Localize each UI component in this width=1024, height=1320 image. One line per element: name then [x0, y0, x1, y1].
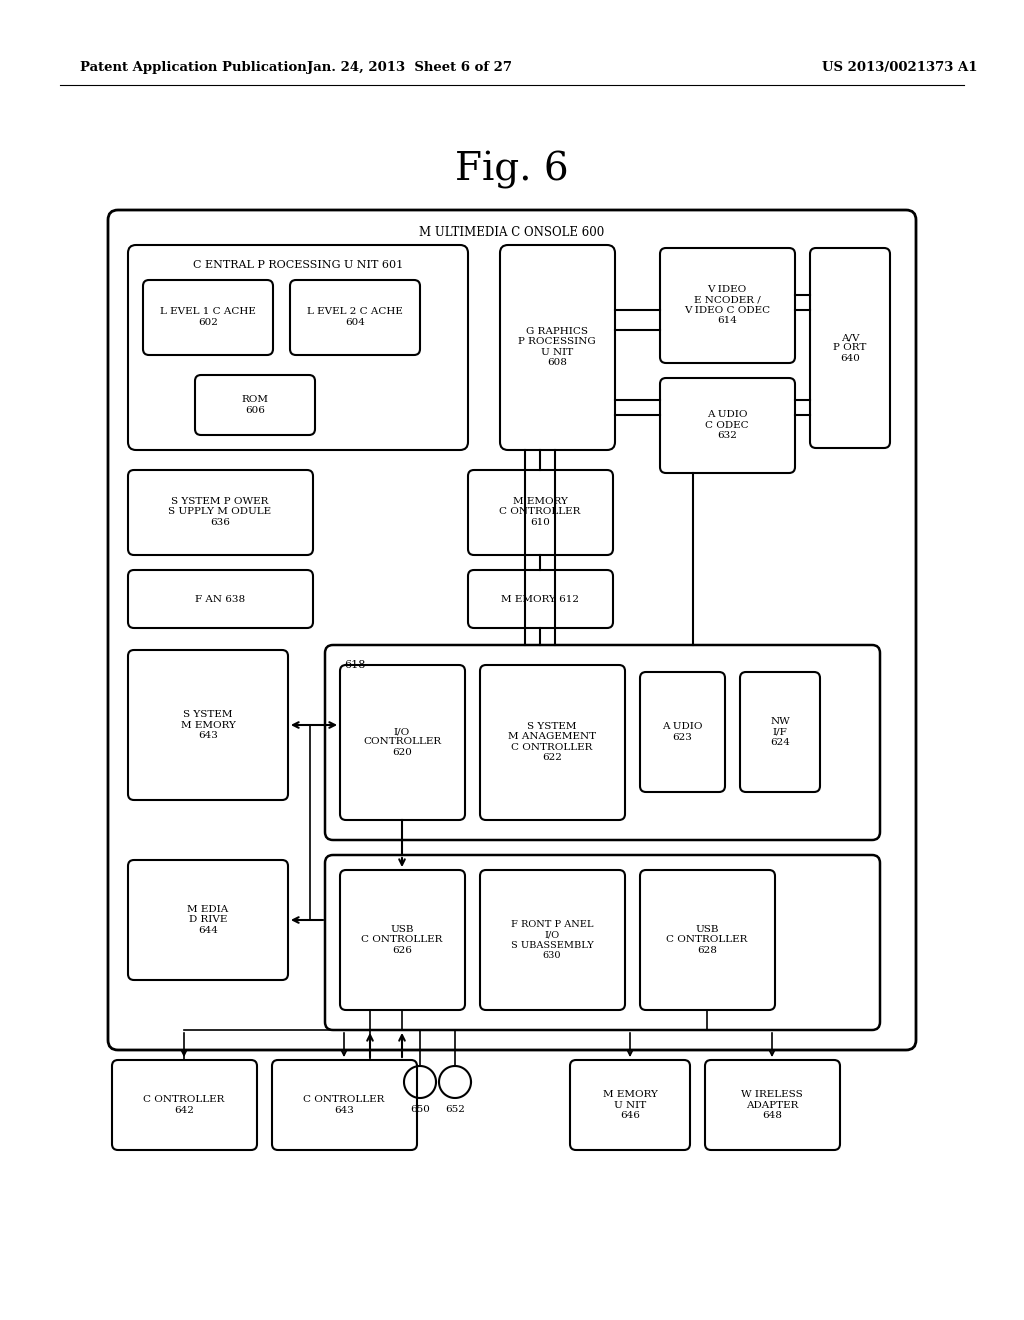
Text: M EMORY
C ONTROLLER
610: M EMORY C ONTROLLER 610 — [500, 498, 581, 527]
FancyBboxPatch shape — [570, 1060, 690, 1150]
Text: M EMORY
U NIT
646: M EMORY U NIT 646 — [602, 1090, 657, 1119]
Text: L EVEL 2 C ACHE
604: L EVEL 2 C ACHE 604 — [307, 308, 402, 327]
FancyBboxPatch shape — [640, 870, 775, 1010]
Text: US 2013/0021373 A1: US 2013/0021373 A1 — [822, 62, 978, 74]
Text: S YSTEM P OWER
S UPPLY M ODULE
636: S YSTEM P OWER S UPPLY M ODULE 636 — [168, 498, 271, 527]
FancyBboxPatch shape — [272, 1060, 417, 1150]
Text: G RAPHICS
P ROCESSING
U NIT
608: G RAPHICS P ROCESSING U NIT 608 — [518, 327, 596, 367]
FancyBboxPatch shape — [290, 280, 420, 355]
FancyBboxPatch shape — [128, 570, 313, 628]
FancyBboxPatch shape — [660, 378, 795, 473]
Text: M ULTIMEDIA C ONSOLE 600: M ULTIMEDIA C ONSOLE 600 — [420, 226, 604, 239]
FancyBboxPatch shape — [468, 570, 613, 628]
Text: A UDIO
623: A UDIO 623 — [662, 722, 702, 742]
Text: 618: 618 — [344, 660, 366, 671]
Text: NW
I/F
624: NW I/F 624 — [770, 717, 790, 747]
FancyBboxPatch shape — [340, 665, 465, 820]
Text: Patent Application Publication: Patent Application Publication — [80, 62, 307, 74]
FancyBboxPatch shape — [480, 870, 625, 1010]
FancyBboxPatch shape — [128, 861, 288, 979]
FancyBboxPatch shape — [705, 1060, 840, 1150]
FancyBboxPatch shape — [340, 870, 465, 1010]
FancyBboxPatch shape — [128, 470, 313, 554]
FancyBboxPatch shape — [128, 246, 468, 450]
Text: Fig. 6: Fig. 6 — [456, 150, 568, 189]
FancyBboxPatch shape — [740, 672, 820, 792]
Text: 650: 650 — [410, 1106, 430, 1114]
FancyBboxPatch shape — [480, 665, 625, 820]
FancyBboxPatch shape — [660, 248, 795, 363]
FancyBboxPatch shape — [128, 649, 288, 800]
Text: L EVEL 1 C ACHE
602: L EVEL 1 C ACHE 602 — [160, 308, 256, 327]
FancyBboxPatch shape — [500, 246, 615, 450]
FancyBboxPatch shape — [640, 672, 725, 792]
Text: C ONTROLLER
642: C ONTROLLER 642 — [143, 1096, 224, 1114]
Text: C ENTRAL P ROCESSING U NIT 601: C ENTRAL P ROCESSING U NIT 601 — [193, 260, 403, 271]
Text: S YSTEM
M ANAGEMENT
C ONTROLLER
622: S YSTEM M ANAGEMENT C ONTROLLER 622 — [508, 722, 596, 762]
FancyBboxPatch shape — [325, 855, 880, 1030]
Text: M EMORY 612: M EMORY 612 — [501, 594, 579, 603]
FancyBboxPatch shape — [325, 645, 880, 840]
Text: Jan. 24, 2013  Sheet 6 of 27: Jan. 24, 2013 Sheet 6 of 27 — [307, 62, 512, 74]
Text: S YSTEM
M EMORY
643: S YSTEM M EMORY 643 — [180, 710, 236, 741]
FancyBboxPatch shape — [143, 280, 273, 355]
FancyBboxPatch shape — [108, 210, 916, 1049]
Text: ROM
606: ROM 606 — [242, 395, 268, 414]
FancyBboxPatch shape — [468, 470, 613, 554]
Text: A/V
P ORT
640: A/V P ORT 640 — [834, 333, 866, 363]
FancyBboxPatch shape — [112, 1060, 257, 1150]
Text: F AN 638: F AN 638 — [195, 594, 245, 603]
FancyBboxPatch shape — [810, 248, 890, 447]
Text: W IRELESS
ADAPTER
648: W IRELESS ADAPTER 648 — [741, 1090, 803, 1119]
FancyBboxPatch shape — [195, 375, 315, 436]
Text: 652: 652 — [445, 1106, 465, 1114]
Text: A UDIO
C ODEC
632: A UDIO C ODEC 632 — [706, 411, 749, 440]
Text: C ONTROLLER
643: C ONTROLLER 643 — [303, 1096, 385, 1114]
Text: USB
C ONTROLLER
626: USB C ONTROLLER 626 — [361, 925, 442, 954]
Text: F RONT P ANEL
I/O
S UBASSEMBLY
630: F RONT P ANEL I/O S UBASSEMBLY 630 — [511, 920, 593, 960]
Text: USB
C ONTROLLER
628: USB C ONTROLLER 628 — [667, 925, 748, 954]
Text: I/O
CONTROLLER
620: I/O CONTROLLER 620 — [362, 727, 441, 756]
Text: M EDIA
D RIVE
644: M EDIA D RIVE 644 — [187, 906, 228, 935]
Text: V IDEO
E NCODER /
V IDEO C ODEC
614: V IDEO E NCODER / V IDEO C ODEC 614 — [684, 285, 770, 325]
